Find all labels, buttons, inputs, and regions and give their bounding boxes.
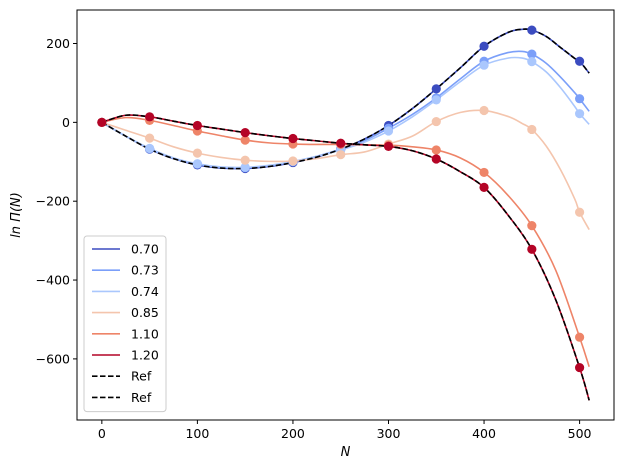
- marker-1-20-50: [145, 112, 155, 122]
- legend-label-7: Ref: [131, 390, 152, 405]
- marker-0-70-400: [479, 41, 489, 51]
- marker-0-74-450: [527, 57, 537, 67]
- marker-0-70-450: [527, 25, 537, 35]
- marker-0-74-350: [431, 95, 441, 105]
- x-tick-label: 0: [98, 426, 106, 441]
- legend-label-3: 0.85: [131, 305, 159, 320]
- ticks-layer: 0 100 200 300 400 500 −600 −400 −200 0 200: [36, 36, 592, 441]
- x-tick-label: 500: [568, 426, 592, 441]
- marker-1-20-250: [336, 138, 346, 148]
- marker-0-73-450: [527, 49, 537, 59]
- legend-label-4: 1.10: [131, 326, 159, 341]
- marker-1-20-0: [97, 117, 107, 127]
- marker-1-20-500: [575, 362, 585, 373]
- marker-1-20-350: [431, 154, 441, 164]
- legend-label-2: 0.74: [131, 284, 159, 299]
- marker-0-85-150: [240, 155, 250, 165]
- marker-0-85-400: [479, 105, 489, 116]
- marker-0-74-400: [479, 60, 489, 70]
- marker-0-70-350: [431, 84, 441, 94]
- marker-1-20-200: [288, 133, 298, 144]
- marker-0-70-500: [575, 56, 585, 66]
- y-axis-label: ln Π(N): [9, 192, 24, 238]
- marker-0-74-300: [383, 126, 394, 136]
- x-tick-label: 300: [377, 426, 401, 441]
- legend-label-1: 0.73: [131, 263, 159, 278]
- marker-0-74-50: [145, 143, 155, 153]
- y-tick-label: −600: [36, 351, 70, 366]
- marker-1-20-150: [240, 128, 250, 138]
- marker-0-85-500: [575, 207, 585, 217]
- marker-1-10-450: [527, 221, 537, 231]
- legend-label-0: 0.70: [131, 242, 159, 257]
- marker-0-74-500: [575, 109, 585, 119]
- marker-0-85-450: [527, 124, 537, 135]
- y-tick-label: 200: [46, 36, 70, 51]
- legend-label-6: Ref: [131, 369, 152, 384]
- marker-0-74-150: [240, 162, 250, 172]
- series-line-0-73: [101, 50, 590, 169]
- marker-layer: [97, 25, 585, 373]
- marker-0-85-100: [192, 148, 202, 158]
- x-tick-label: 200: [281, 426, 305, 441]
- marker-0-73-500: [575, 94, 585, 104]
- plot-frame: [76, 9, 615, 421]
- x-tick-label: 100: [185, 426, 209, 441]
- marker-0-85-50: [145, 133, 155, 143]
- marker-1-20-300: [383, 141, 394, 152]
- x-axis-label: N: [341, 445, 351, 460]
- series-line-0-74: [101, 56, 590, 169]
- marker-1-10-400: [479, 167, 489, 178]
- legend-box: [83, 235, 167, 413]
- y-tick-label: −400: [36, 273, 70, 288]
- x-tick-label: 400: [472, 426, 496, 441]
- series-line-1-10: [101, 116, 590, 368]
- y-tick-label: 0: [62, 115, 70, 130]
- marker-0-85-200: [288, 156, 298, 166]
- marker-1-10-150: [240, 135, 250, 145]
- marker-1-20-100: [192, 120, 202, 131]
- marker-1-10-500: [575, 332, 585, 342]
- legend-label-5: 1.20: [131, 348, 159, 363]
- marker-1-20-400: [479, 182, 489, 193]
- marker-1-10-350: [431, 145, 441, 155]
- series-line-0-85: [101, 109, 590, 230]
- marker-0-85-350: [431, 116, 441, 127]
- series-layer: [101, 28, 590, 401]
- y-tick-label: −200: [36, 194, 70, 209]
- marker-0-85-250: [336, 150, 346, 160]
- marker-0-74-100: [192, 159, 202, 169]
- legend: 0.70 0.73 0.74 0.85 1.10 1.20 Ref Ref: [83, 235, 167, 413]
- marker-1-20-450: [527, 244, 537, 254]
